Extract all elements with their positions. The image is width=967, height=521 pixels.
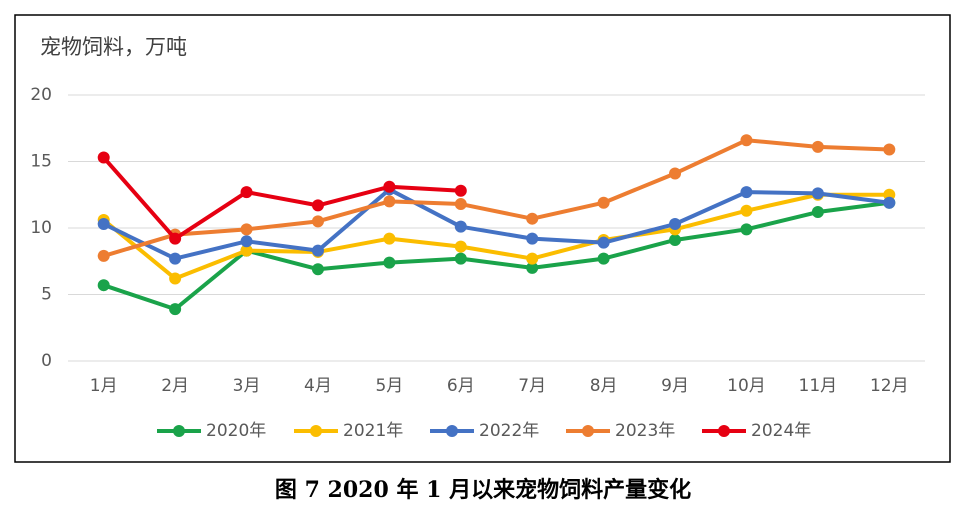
point [383, 232, 396, 245]
point [740, 223, 753, 236]
series-line [103, 200, 890, 312]
point [740, 186, 753, 199]
point [383, 195, 396, 208]
point [383, 256, 396, 269]
x-tick-label: 1月 [90, 376, 118, 396]
point [526, 252, 539, 265]
point [454, 184, 467, 197]
point [526, 212, 539, 225]
point [383, 180, 396, 193]
x-tick-label: 9月 [661, 376, 689, 396]
point [883, 143, 896, 156]
point [597, 196, 610, 209]
point [811, 187, 824, 200]
legend-marker [582, 425, 594, 437]
point [169, 232, 182, 245]
caption: 图 7 2020 年 1 月以来宠物饲料产量变化 [275, 477, 691, 503]
point [454, 220, 467, 233]
x-tick-label: 11月 [799, 376, 838, 396]
legend-label: 2020年 [206, 421, 266, 441]
point [240, 244, 253, 257]
x-tick-label: 8月 [590, 376, 618, 396]
point [97, 218, 110, 231]
series-line [103, 138, 890, 258]
y-tick-label: 20 [30, 85, 52, 105]
point [311, 199, 324, 212]
series-line [102, 187, 890, 261]
y-tick-label: 5 [41, 285, 52, 305]
point [240, 223, 253, 236]
point [669, 167, 682, 180]
point [740, 204, 753, 217]
point [97, 249, 110, 262]
x-tick-label: 10月 [727, 376, 766, 396]
point [311, 215, 324, 228]
point [311, 244, 324, 257]
point [597, 236, 610, 249]
chart-title: 宠物饲料，万吨 [40, 35, 187, 59]
legend-label: 2022年 [479, 421, 539, 441]
legend-label: 2024年 [751, 421, 811, 441]
y-tick-label: 15 [30, 152, 52, 172]
point [240, 235, 253, 248]
point [669, 218, 682, 231]
legend-marker [446, 425, 458, 437]
legend-marker [310, 425, 322, 437]
series-line [102, 156, 461, 241]
x-tick-label: 3月 [233, 376, 261, 396]
point [669, 233, 682, 246]
y-tick-label: 10 [30, 218, 52, 238]
x-tick-label: 7月 [518, 376, 546, 396]
point [811, 206, 824, 219]
legend-label: 2021年 [343, 421, 403, 441]
x-tick-label: 12月 [870, 376, 909, 396]
point [454, 240, 467, 253]
x-tick-label: 4月 [304, 376, 332, 396]
legend-label: 2023年 [615, 421, 675, 441]
point [97, 151, 110, 164]
point [169, 252, 182, 265]
point [169, 303, 182, 316]
point [454, 198, 467, 211]
series-line [102, 192, 890, 281]
y-tick-label: 0 [41, 351, 52, 371]
point [811, 140, 824, 153]
point [526, 232, 539, 245]
point [526, 261, 539, 274]
point [311, 263, 324, 276]
point [454, 252, 467, 265]
point [740, 134, 753, 147]
legend-marker [718, 425, 730, 437]
x-tick-label: 6月 [447, 376, 475, 396]
point [169, 272, 182, 285]
legend-marker [173, 425, 185, 437]
point [597, 252, 610, 265]
point [240, 186, 253, 199]
point [883, 196, 896, 209]
point [97, 279, 110, 292]
x-tick-label: 5月 [375, 376, 403, 396]
x-tick-label: 2月 [161, 376, 189, 396]
